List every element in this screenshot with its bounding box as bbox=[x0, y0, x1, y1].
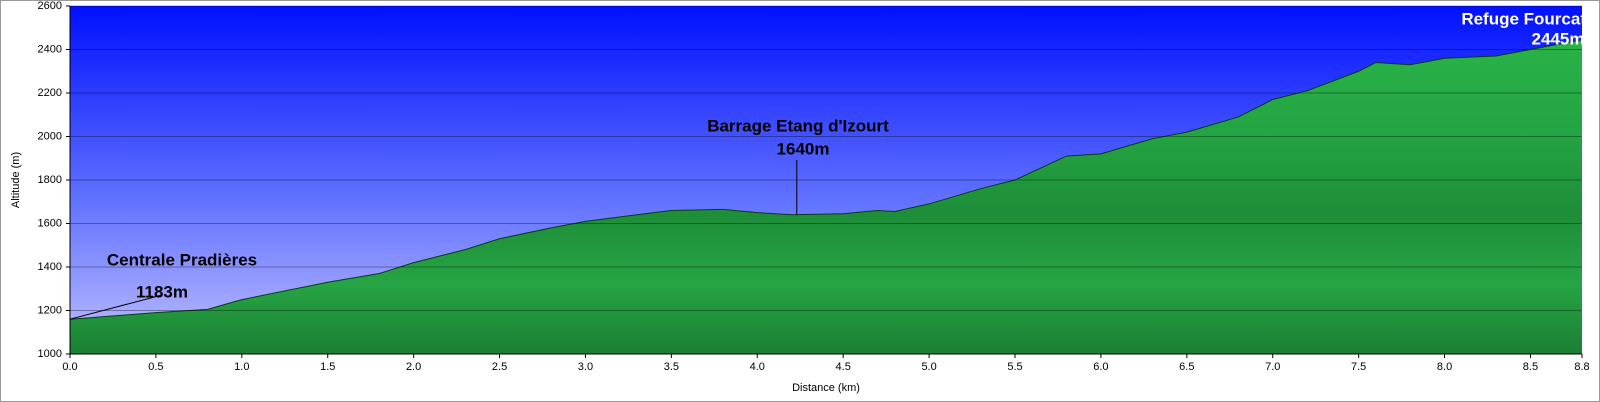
y-tick-label: 2600 bbox=[38, 0, 62, 12]
x-tick-label: 3.5 bbox=[664, 361, 679, 373]
y-tick-label: 1800 bbox=[38, 174, 62, 186]
annotation-title: Barrage Etang d'Izourt bbox=[707, 116, 889, 135]
x-tick-label: 1.5 bbox=[320, 361, 335, 373]
annotation-value: 2445m bbox=[1532, 29, 1585, 48]
x-tick-label: 7.5 bbox=[1351, 361, 1366, 373]
annotation-title: Refuge Fourcat bbox=[1461, 9, 1586, 28]
y-tick-label: 2200 bbox=[38, 87, 62, 99]
x-tick-label: 8.0 bbox=[1437, 361, 1452, 373]
y-tick-label: 1600 bbox=[38, 217, 62, 229]
x-axis-label: Distance (km) bbox=[792, 382, 860, 394]
annotation-value: 1640m bbox=[777, 139, 830, 158]
x-tick-label: 0.5 bbox=[148, 361, 163, 373]
x-tick-label: 2.5 bbox=[492, 361, 507, 373]
y-tick-label: 2400 bbox=[38, 43, 62, 55]
elevation-line bbox=[69, 39, 1583, 320]
annotation-pointer bbox=[69, 294, 163, 320]
annotation-value: 1183m bbox=[136, 282, 188, 301]
x-tick-label: 0.0 bbox=[62, 361, 77, 373]
x-tick-label: 8.8 bbox=[1574, 361, 1589, 373]
x-tick-label: 6.5 bbox=[1179, 361, 1194, 373]
y-tick-label: 2000 bbox=[38, 130, 62, 142]
y-tick-label: 1000 bbox=[38, 348, 62, 360]
x-tick-label: 1.0 bbox=[234, 361, 249, 373]
x-tick-label: 7.0 bbox=[1265, 361, 1280, 373]
y-tick-label: 1200 bbox=[38, 304, 62, 316]
x-tick-label: 5.0 bbox=[921, 361, 936, 373]
x-tick-label: 6.0 bbox=[1093, 361, 1108, 373]
annotation-title: Centrale Pradières bbox=[107, 250, 257, 269]
x-tick-label: 5.5 bbox=[1007, 361, 1022, 373]
x-tick-label: 8.5 bbox=[1523, 361, 1538, 373]
x-tick-label: 3.0 bbox=[578, 361, 593, 373]
x-tick-label: 4.0 bbox=[750, 361, 765, 373]
y-tick-label: 1400 bbox=[38, 261, 62, 273]
x-tick-label: 2.0 bbox=[406, 361, 421, 373]
x-tick-label: 4.5 bbox=[836, 361, 851, 373]
elevation-area bbox=[70, 39, 1582, 355]
y-axis-label: Altitude (m) bbox=[10, 152, 22, 208]
